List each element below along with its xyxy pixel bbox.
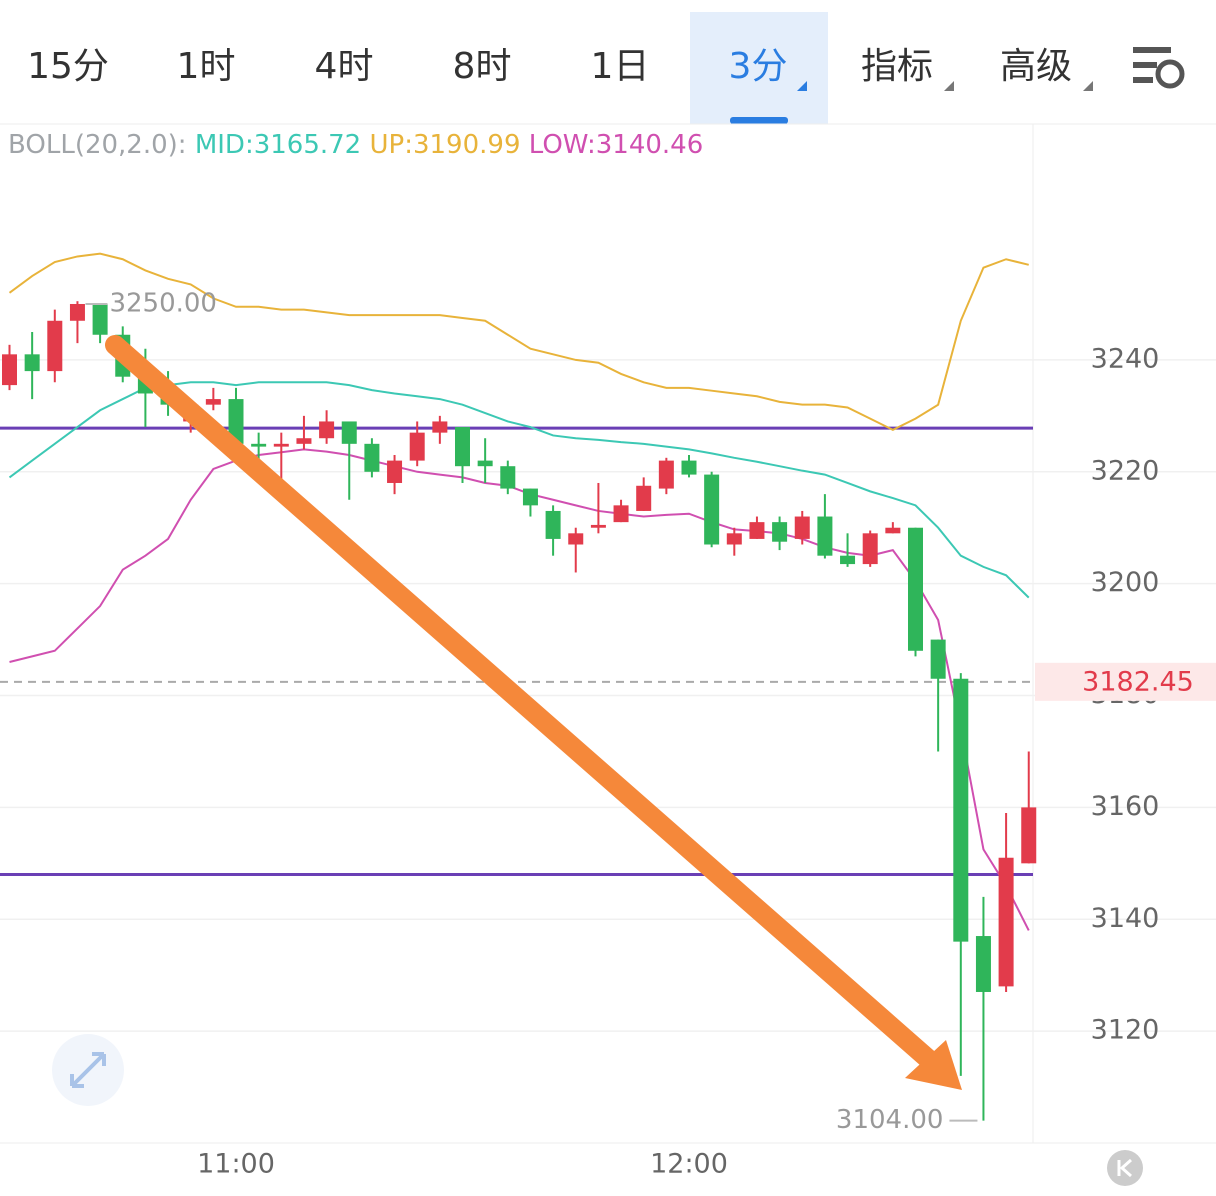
price-label: 3182.45 [1082, 666, 1194, 697]
candle-body [24, 354, 40, 372]
candle-body [568, 533, 584, 545]
candle-body [885, 527, 901, 534]
expand-button[interactable] [52, 1034, 124, 1106]
candle-body [1021, 807, 1037, 864]
y-tick-label: 3220 [1091, 455, 1160, 486]
tab[interactable]: 1时 [177, 46, 236, 87]
y-tick-label: 3140 [1091, 903, 1160, 934]
candle-body [749, 522, 765, 539]
active-tab-bg [690, 12, 828, 124]
candle-body [522, 488, 538, 506]
arrow [105, 335, 962, 1090]
candle-body [817, 516, 833, 556]
candle-body [477, 460, 493, 467]
tab[interactable]: 8时 [453, 46, 512, 87]
y-tick-label: 3200 [1091, 567, 1160, 598]
tab[interactable]: 1日 [591, 46, 650, 87]
candle-body [251, 443, 267, 447]
candle-body [726, 533, 742, 545]
boll-line [9, 448, 1030, 931]
tab[interactable]: 高级 [1000, 46, 1072, 87]
candle-body [975, 936, 991, 992]
legend-entry: UP:3190.99 [370, 130, 521, 160]
candle-body [319, 421, 335, 439]
candle-body [590, 524, 606, 528]
candle-body [930, 639, 946, 679]
candle-body [296, 438, 312, 444]
candle-body [840, 555, 856, 565]
candle-body [273, 443, 289, 447]
candle-body [636, 485, 652, 511]
boll-line [8, 381, 1030, 599]
legend: BOLL(20,2.0): MID:3165.72 UP:3190.99 LOW… [8, 130, 703, 160]
price-box [1035, 662, 1216, 701]
settings-icon[interactable] [1133, 47, 1185, 89]
tab[interactable]: 指标 [861, 46, 933, 87]
candle-body [47, 320, 63, 372]
y-tick-label: 3240 [1091, 343, 1160, 374]
candle-body [364, 443, 380, 472]
candle-body [2, 354, 17, 386]
candle-body [545, 510, 561, 539]
candle-body [772, 522, 788, 542]
candle-body [998, 857, 1014, 987]
candle-body [432, 421, 448, 433]
candle-body [704, 474, 720, 545]
candle-body [205, 399, 221, 405]
tab[interactable]: 15分 [27, 46, 109, 87]
candle-body [613, 505, 629, 523]
candle-body [862, 533, 878, 565]
candle-body [953, 678, 969, 942]
candle-body [228, 399, 244, 444]
dropdown-mark [797, 81, 807, 91]
dropdown-mark [1083, 81, 1093, 91]
candle-body [387, 460, 403, 483]
candle-body [681, 460, 697, 475]
x-tick-label: 12:00 [650, 1149, 728, 1180]
tab[interactable]: 4时 [315, 46, 374, 87]
candle-body [908, 527, 923, 651]
tab[interactable]: 3分 [729, 46, 788, 87]
active-tab-indicator [730, 117, 788, 124]
high-label: 3250.00 [109, 288, 217, 318]
candle-body [455, 427, 470, 467]
y-tick-label: 3160 [1091, 791, 1160, 822]
candle-body [92, 303, 108, 335]
boll-line [8, 252, 1029, 431]
candle-body [794, 516, 810, 539]
legend-entry: LOW:3140.46 [529, 130, 703, 160]
candle-body [658, 460, 674, 489]
candle-body [341, 421, 357, 444]
back-button[interactable] [1107, 1150, 1143, 1186]
legend-entry: MID:3165.72 [195, 130, 361, 160]
dropdown-mark [944, 81, 954, 91]
candle-body [69, 303, 85, 321]
plot [0, 252, 1216, 1121]
x-tick-label: 11:00 [197, 1149, 275, 1180]
y-tick-label: 3120 [1091, 1015, 1160, 1046]
low-label: 3104.00 [836, 1105, 944, 1135]
candle-body [409, 432, 425, 461]
candle-body [500, 466, 516, 489]
legend-entry: BOLL(20,2.0): [8, 130, 187, 160]
